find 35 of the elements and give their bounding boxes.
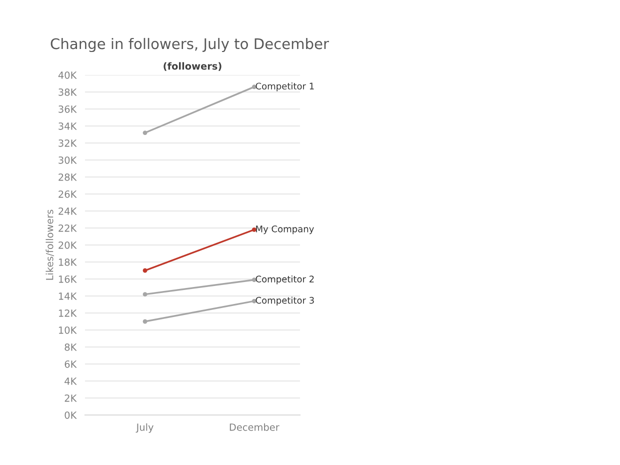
y-tick-label: 36K	[58, 105, 77, 113]
y-tick-label: 34K	[58, 122, 77, 130]
y-tick-label: 22K	[58, 224, 77, 232]
series-label: My Company	[256, 225, 314, 234]
y-tick-label: 30K	[58, 156, 77, 164]
y-tick-label: 16K	[58, 275, 77, 283]
y-tick-label: 8K	[64, 343, 77, 351]
y-axis-title: Likes/followers	[46, 210, 54, 280]
y-tick-label: 18K	[58, 258, 77, 266]
point	[142, 319, 148, 324]
y-tick-label: 4K	[64, 378, 77, 385]
y-tick-label: 28K	[58, 173, 77, 181]
y-tick-label: 32K	[58, 139, 77, 147]
point	[142, 292, 148, 297]
y-tick-label: 2K	[64, 394, 77, 402]
chart-subtitle: (followers)	[164, 62, 222, 71]
y-tick-label: 20K	[58, 241, 77, 249]
y-tick-label: 6K	[64, 360, 77, 368]
x-tick-label: December	[230, 423, 280, 431]
y-tick-label: 40K	[58, 71, 77, 79]
point	[142, 268, 148, 273]
y-tick-label: 38K	[58, 88, 77, 96]
y-tick-label: 24K	[58, 207, 77, 215]
series-label: Competitor 1	[256, 82, 314, 92]
point	[142, 130, 148, 136]
x-tick-label: July	[136, 423, 154, 433]
series-label: Competitor 2	[256, 275, 314, 284]
y-tick-label: 0K	[64, 411, 77, 419]
point	[252, 227, 256, 232]
y-tick-label: 14K	[58, 292, 77, 300]
chart-title: Change in followers, July to December	[50, 38, 330, 52]
y-tick-label: 12K	[58, 309, 77, 317]
y-tick-label: 10K	[58, 326, 77, 334]
series-label: Competitor 3	[256, 296, 314, 306]
y-tick-label: 26K	[58, 190, 77, 198]
